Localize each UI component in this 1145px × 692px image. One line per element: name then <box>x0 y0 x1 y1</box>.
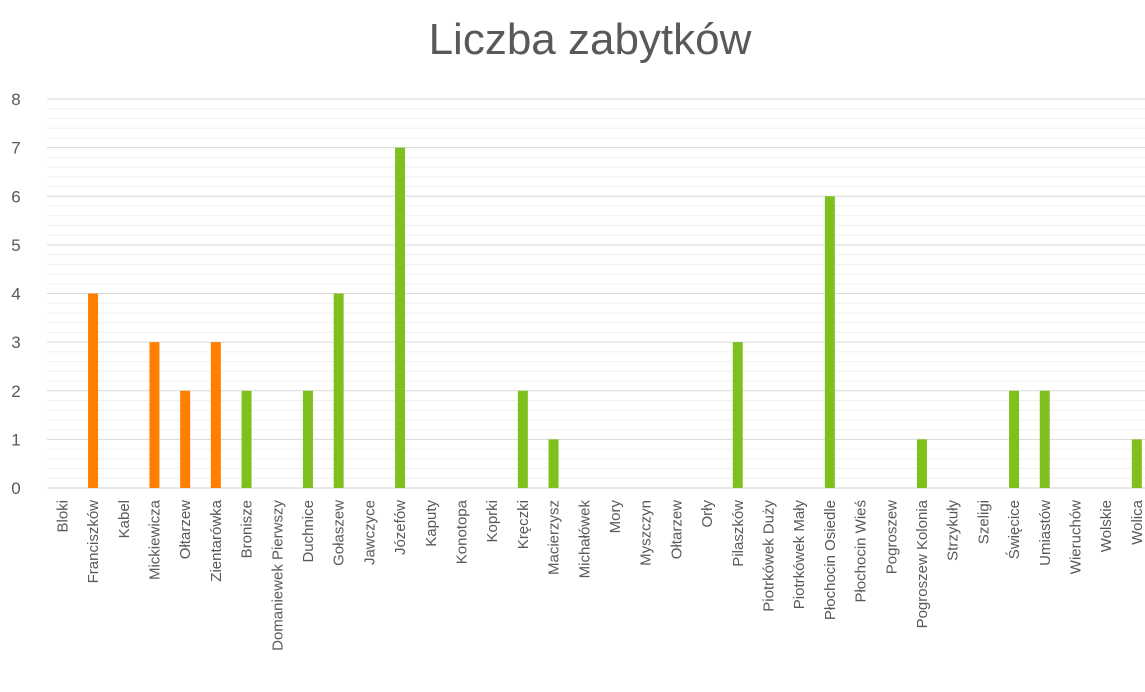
x-tick-label: Domaniewek Pierwszy <box>269 500 286 651</box>
x-tick-label: Orły <box>699 500 716 528</box>
x-tick-label: Strzykuły <box>945 500 962 561</box>
bar <box>149 342 160 488</box>
x-tick-label: Gołaszew <box>331 500 348 566</box>
x-tick-label: Święcice <box>1005 500 1023 559</box>
bar <box>732 342 743 488</box>
bar <box>88 293 99 488</box>
y-tick-label: 7 <box>11 139 20 158</box>
x-tick-label: Bronisze <box>239 500 256 558</box>
bar <box>180 390 191 488</box>
x-tick-label: Płochocin Osiedle <box>822 500 839 620</box>
bar <box>333 293 344 488</box>
bar <box>210 342 221 488</box>
x-tick-label: Kręczki <box>515 500 532 549</box>
x-tick-label: Zientarówka <box>208 499 225 581</box>
x-tick-label: Umiastów <box>1037 500 1054 566</box>
bar <box>1039 390 1050 488</box>
y-tick-label: 0 <box>11 479 20 498</box>
x-tick-label: Piotrkówek Duży <box>760 500 777 612</box>
x-tick-label: Pilaszków <box>730 500 747 567</box>
x-tick-label: Ołtarzew <box>668 500 685 559</box>
x-tick-label: Płochocin Wieś <box>853 500 870 603</box>
y-tick-label: 1 <box>11 430 20 449</box>
x-tick-label: Kabel <box>116 500 133 538</box>
bar <box>824 196 835 488</box>
x-tick-label: Wolica <box>1129 499 1145 544</box>
x-tick-label: Szeligi <box>975 500 992 544</box>
bar <box>548 439 559 488</box>
x-tick-label: Ołtarzew <box>177 500 194 559</box>
bar <box>916 439 927 488</box>
bar <box>1009 390 1020 488</box>
y-tick-label: 8 <box>11 90 20 109</box>
bar <box>1131 439 1142 488</box>
y-tick-label: 5 <box>11 236 20 255</box>
y-tick-label: 2 <box>11 382 20 401</box>
x-tick-label: Franciszków <box>85 500 102 584</box>
x-tick-label: Jawczyce <box>361 500 378 565</box>
x-tick-label: Konotopa <box>453 499 470 564</box>
x-tick-label: Macierzysz <box>546 500 563 575</box>
x-tick-label: Myszczyn <box>638 500 655 566</box>
chart-title: Liczba zabytków <box>429 15 752 64</box>
x-tick-label: Duchnice <box>300 500 317 563</box>
x-tick-label: Mory <box>607 500 624 534</box>
x-tick-label: Mickiewicza <box>146 499 163 580</box>
x-tick-label: Pogroszew <box>883 500 900 574</box>
x-tick-label: Pogroszew Kolonia <box>914 499 931 628</box>
y-tick-label: 6 <box>11 187 20 206</box>
bar <box>241 390 252 488</box>
x-tick-label: Wolskie <box>1098 500 1115 552</box>
x-tick-label: Piotrkówek Mały <box>791 500 808 610</box>
x-tick-label: Józefów <box>392 500 409 555</box>
x-tick-label: Wieruchów <box>1067 500 1084 574</box>
y-tick-label: 4 <box>11 285 20 304</box>
x-tick-label: Koprki <box>484 500 501 543</box>
bar <box>395 147 406 488</box>
bar <box>302 390 313 488</box>
y-tick-label: 3 <box>11 333 20 352</box>
x-tick-label: Michałówek <box>576 500 593 579</box>
x-tick-label: Bloki <box>54 500 71 533</box>
x-tick-label: Kaputy <box>423 500 440 547</box>
bar <box>517 390 528 488</box>
